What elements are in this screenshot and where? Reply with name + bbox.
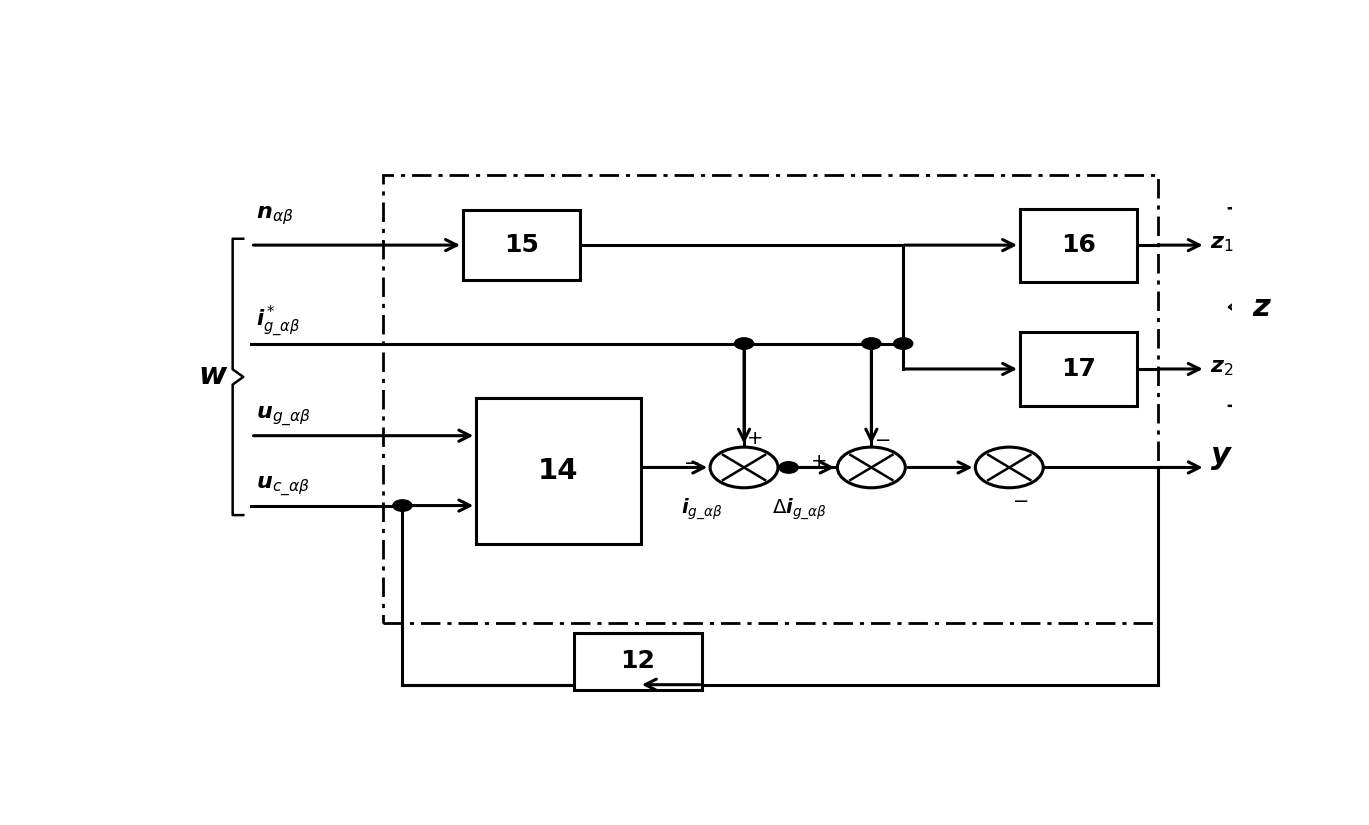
Text: 15: 15 [504, 233, 538, 257]
Text: $\boldsymbol{u}_{g\_\alpha\beta}$: $\boldsymbol{u}_{g\_\alpha\beta}$ [256, 405, 311, 429]
Circle shape [735, 338, 753, 349]
Text: $\Delta\boldsymbol{i}_{g\_\alpha\beta}$: $\Delta\boldsymbol{i}_{g\_\alpha\beta}$ [772, 497, 827, 522]
Bar [476, 398, 641, 544]
Text: 14: 14 [538, 456, 579, 484]
Text: $\boldsymbol{y}$: $\boldsymbol{y}$ [1210, 443, 1232, 473]
Circle shape [975, 447, 1043, 488]
Bar [575, 633, 702, 690]
Bar [463, 210, 579, 280]
Circle shape [393, 500, 412, 512]
Text: 17: 17 [1061, 357, 1095, 381]
Text: 16: 16 [1061, 233, 1095, 257]
Circle shape [711, 447, 778, 488]
Text: $+$: $+$ [746, 429, 763, 448]
Text: $\boldsymbol{n}_{\alpha\beta}$: $\boldsymbol{n}_{\alpha\beta}$ [256, 205, 294, 228]
Text: $-$: $-$ [873, 429, 890, 448]
Text: $-$: $-$ [683, 451, 700, 470]
Text: $\boldsymbol{i}_{g\_\alpha\beta}$: $\boldsymbol{i}_{g\_\alpha\beta}$ [680, 497, 723, 522]
Text: $\boldsymbol{i}^*_{g\_\alpha\beta}$: $\boldsymbol{i}^*_{g\_\alpha\beta}$ [256, 304, 300, 341]
Circle shape [894, 338, 913, 349]
Text: $\boldsymbol{w}$: $\boldsymbol{w}$ [199, 361, 229, 390]
Text: $\boldsymbol{z}_2$: $\boldsymbol{z}_2$ [1210, 358, 1233, 378]
Text: $-$: $-$ [1012, 490, 1028, 509]
Text: 12: 12 [620, 649, 656, 673]
Circle shape [838, 447, 905, 488]
Bar [1020, 332, 1136, 406]
Text: $\boldsymbol{u}_{c\_\alpha\beta}$: $\boldsymbol{u}_{c\_\alpha\beta}$ [256, 474, 311, 499]
Circle shape [862, 338, 880, 349]
Bar [1020, 209, 1136, 281]
Text: $\boldsymbol{z}_1$: $\boldsymbol{z}_1$ [1210, 233, 1233, 254]
Text: $+$: $+$ [810, 451, 827, 470]
Circle shape [779, 462, 798, 474]
Text: $\boldsymbol{z}$: $\boldsymbol{z}$ [1253, 293, 1272, 322]
